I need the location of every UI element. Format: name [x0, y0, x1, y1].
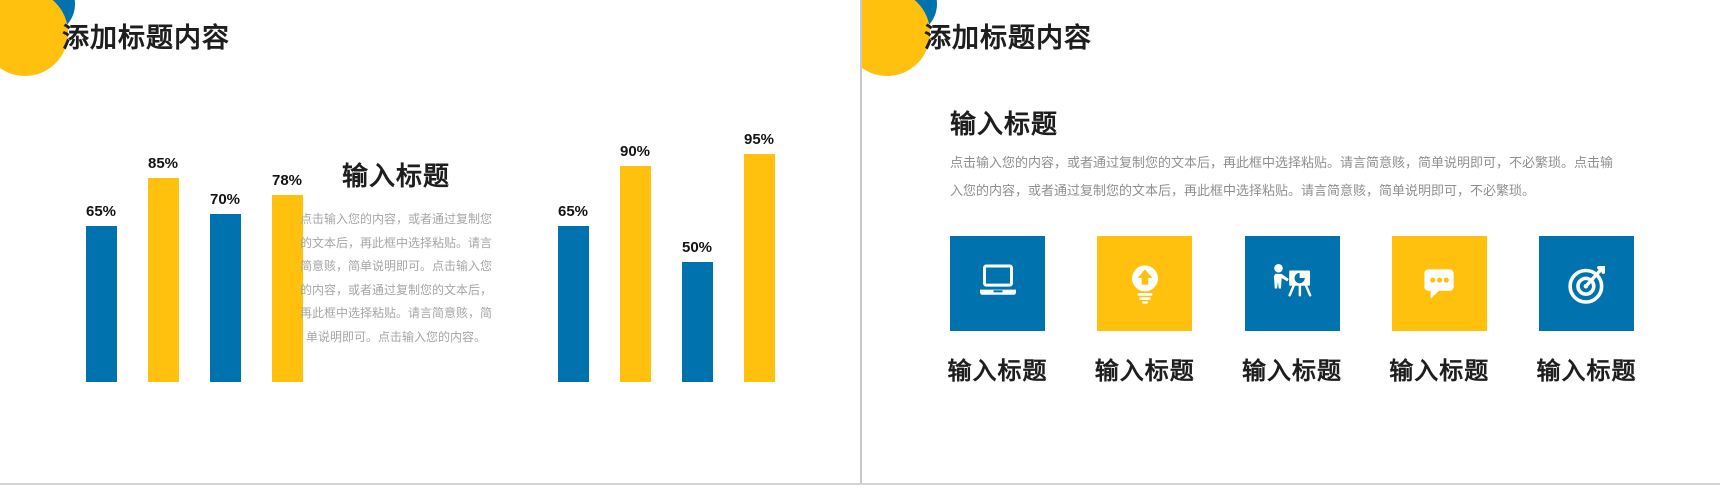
laptop-icon-square [950, 236, 1045, 331]
bar [619, 166, 651, 382]
target-icon-square [1539, 236, 1634, 331]
slide-title: 添加标题内容 [62, 23, 230, 53]
feature-card: 输入标题 [1389, 236, 1490, 386]
bar-value-label: 65% [557, 203, 589, 220]
bar-group: 65% [542, 203, 604, 382]
lightbulb-icon-square [1097, 236, 1193, 331]
bar-group: 90% [604, 143, 666, 382]
bar [209, 214, 241, 382]
section-title: 输入标题 [950, 109, 1059, 139]
bar-value-label: 50% [681, 239, 713, 256]
bar [147, 178, 179, 382]
feature-card: 输入标题 [1094, 236, 1195, 386]
feature-card: 输入标题 [947, 236, 1048, 386]
bar-group: 85% [132, 155, 194, 382]
bar-value-label: 65% [85, 203, 117, 220]
slide-title: 添加标题内容 [924, 23, 1092, 53]
decor-yellow-circle [862, 0, 930, 76]
bar-value-label: 85% [147, 155, 179, 172]
bar-chart-left: 65% 85% 70% 78% [70, 128, 318, 382]
bar-group: 70% [194, 191, 256, 382]
bar-value-label: 95% [743, 131, 775, 148]
presentation-icon [1273, 263, 1312, 296]
feature-cards-row: 输入标题 输入标题 输入标题 输入标题 输入标题 [947, 236, 1637, 386]
bar-group: 78% [256, 172, 318, 382]
feature-card: 输入标题 [1536, 236, 1637, 386]
target-icon [1567, 265, 1605, 304]
slide-thumbnail-right[interactable]: 添加标题内容 输入标题 点击输入您的内容，或者通过复制您的文本后，再此框中选择粘… [860, 0, 1720, 483]
bar [557, 226, 589, 382]
section-body: 点击输入您的内容，或者通过复制您的文本后，再此框中选择粘贴。请言简意赅，简单说明… [950, 155, 1614, 198]
bar-chart-right: 65% 90% 50% 95% [542, 128, 790, 382]
bar-group: 95% [728, 131, 790, 382]
lightbulb-icon [1131, 264, 1158, 304]
feature-label: 输入标题 [1536, 358, 1637, 385]
bar [85, 226, 117, 382]
slide-thumbnail-left[interactable]: 添加标题内容 65% 85% 70% 78% 输入标题 点击输入您的内容，或者通过复制… [0, 0, 860, 483]
bar-value-label: 78% [271, 171, 303, 189]
text-block-body: 点击输入您的内容，或者通过复制您的文本后，再此框中选择粘贴。请言简意赅，简单说明… [299, 212, 492, 344]
bar-group: 50% [666, 239, 728, 382]
feature-label: 输入标题 [1094, 358, 1195, 385]
feature-label: 输入标题 [1242, 358, 1342, 385]
bar-group: 65% [70, 203, 132, 382]
laptop-icon [979, 264, 1016, 295]
bar [271, 194, 303, 382]
decor-yellow-circle [0, 0, 68, 76]
bar-value-label: 70% [209, 191, 241, 208]
text-block-title: 输入标题 [341, 161, 450, 191]
presentation-icon-square [1244, 236, 1340, 331]
feature-card: 输入标题 [1242, 236, 1342, 386]
center-text-block: 输入标题 点击输入您的内容，或者通过复制您的文本后，再此框中选择粘贴。请言简意赅… [298, 156, 494, 349]
bottom-divider-line [0, 483, 1720, 485]
bar [743, 154, 775, 382]
bar [681, 262, 713, 382]
chat-bubble-icon-square [1391, 236, 1487, 331]
feature-label: 输入标题 [1389, 358, 1490, 385]
chat-bubble-icon [1424, 268, 1454, 299]
feature-label: 输入标题 [947, 358, 1048, 385]
bar-value-label: 90% [619, 143, 651, 160]
